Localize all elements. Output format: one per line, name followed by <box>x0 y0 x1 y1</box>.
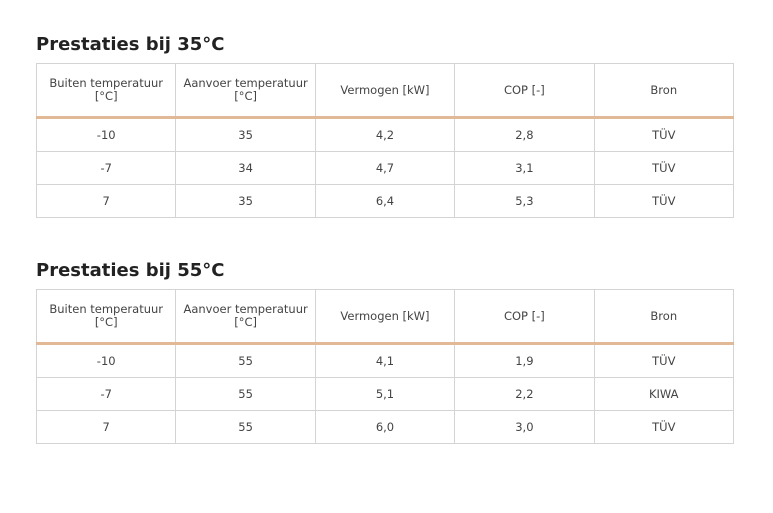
table-cell: 2,2 <box>454 377 595 411</box>
table-cell: 4,1 <box>314 343 456 378</box>
section: Prestaties bij 55°C Buiten temperatuur [°… <box>35 259 735 444</box>
table-cell: 4,7 <box>314 151 456 185</box>
table-cell: 55 <box>175 410 316 444</box>
table-cell: -10 <box>35 117 177 152</box>
column-header: COP [-] <box>454 63 595 119</box>
table-cell: 4,2 <box>314 117 456 152</box>
column-header: COP [-] <box>454 289 595 345</box>
table-row: 7 55 6,0 3,0 TÜV <box>35 410 735 444</box>
table-body: -10 35 4,2 2,8 TÜV -7 34 4,7 3,1 TÜV 7 35 6,4 5,3 TÜV <box>35 117 735 218</box>
table-row: -10 55 4,1 1,9 TÜV <box>35 343 735 378</box>
table-cell: 6,0 <box>314 410 456 444</box>
column-header: Bron <box>593 289 735 345</box>
table-cell: TÜV <box>593 410 735 444</box>
table-cell: 5,3 <box>454 184 595 218</box>
header-row: Buiten temperatuur [°C] Aanvoer temperatu… <box>35 63 735 119</box>
table-cell: -7 <box>35 151 177 185</box>
table-cell: 55 <box>175 377 316 411</box>
table-cell: 7 <box>35 184 177 218</box>
table-head: Buiten temperatuur [°C] Aanvoer temperatu… <box>35 289 735 345</box>
table-cell: 2,8 <box>454 117 595 152</box>
table-cell: 5,1 <box>314 377 456 411</box>
table-cell: TÜV <box>593 184 735 218</box>
column-header: Buiten temperatuur [°C] <box>35 63 177 119</box>
table-cell: 35 <box>175 117 316 152</box>
table-cell: 55 <box>175 343 316 378</box>
table-cell: 7 <box>35 410 177 444</box>
column-header: Buiten temperatuur [°C] <box>35 289 177 345</box>
table-cell: KIWA <box>593 377 735 411</box>
table-cell: TÜV <box>593 117 735 152</box>
table-cell: 1,9 <box>454 343 595 378</box>
table-cell: 3,0 <box>454 410 595 444</box>
column-header: Vermogen [kW] <box>314 289 456 345</box>
table-cell: 35 <box>175 184 316 218</box>
table-row: -10 35 4,2 2,8 TÜV <box>35 117 735 152</box>
table-cell: -7 <box>35 377 177 411</box>
header-row: Buiten temperatuur [°C] Aanvoer temperatu… <box>35 289 735 345</box>
table-body: -10 55 4,1 1,9 TÜV -7 55 5,1 2,2 KIWA 7 55 6,0 3,0 TÜV <box>35 343 735 444</box>
column-header: Vermogen [kW] <box>314 63 456 119</box>
section-title: Prestaties bij 55°C <box>36 260 225 281</box>
table-cell: -10 <box>35 343 177 378</box>
table-row: 7 35 6,4 5,3 TÜV <box>35 184 735 218</box>
table-head: Buiten temperatuur [°C] Aanvoer temperatu… <box>35 63 735 119</box>
table-row: -7 34 4,7 3,1 TÜV <box>35 151 735 185</box>
table-cell: TÜV <box>593 343 735 378</box>
column-header: Bron <box>593 63 735 119</box>
data-table: Buiten temperatuur [°C] Aanvoer temperatu… <box>35 289 735 444</box>
table-row: -7 55 5,1 2,2 KIWA <box>35 377 735 411</box>
column-header: Aanvoer temperatuur [°C] <box>175 289 316 345</box>
section-title: Prestaties bij 35°C <box>36 34 225 55</box>
section: Prestaties bij 35°C Buiten temperatuur [°… <box>35 33 735 218</box>
table-cell: 6,4 <box>314 184 456 218</box>
table-cell: 34 <box>175 151 316 185</box>
table-cell: TÜV <box>593 151 735 185</box>
data-table: Buiten temperatuur [°C] Aanvoer temperatu… <box>35 63 735 218</box>
column-header: Aanvoer temperatuur [°C] <box>175 63 316 119</box>
table-cell: 3,1 <box>454 151 595 185</box>
